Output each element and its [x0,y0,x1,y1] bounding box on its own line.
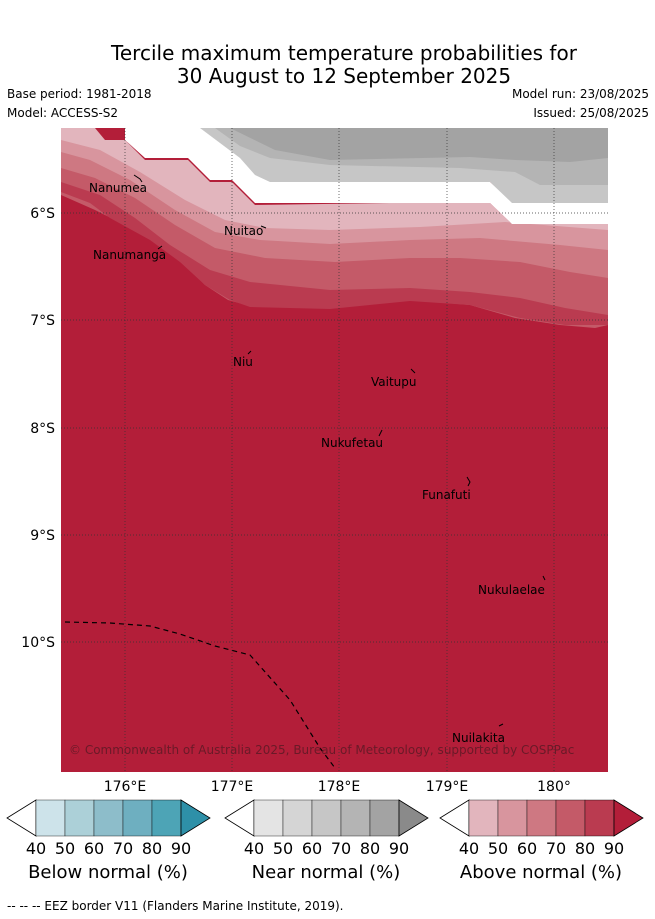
lon-label-180: 180° [537,779,571,795]
colorbar-near-tick: 70 [331,839,351,858]
colorbar-near-segment [282,799,313,837]
colorbar-above-segment [555,799,586,837]
place-nanumanga: Nanumanga [93,248,166,262]
lon-label-177: 177°E [211,779,254,795]
lat-label-7s: 7°S [30,313,55,329]
issued-label: Issued: 25/08/2025 [533,106,649,120]
colorbar-title-below: Below normal (%) [28,862,188,883]
colorbar-near-segment [369,799,400,837]
colorbar-above-segment [497,799,528,837]
lon-label-178: 178°E [318,779,361,795]
place-vaitupu: Vaitupu [371,375,417,389]
colorbar-near-tick: 80 [360,839,380,858]
place-nuilakita: Nuilakita [452,731,505,745]
colorbar-near-normal: 40 50 60 70 80 90 [224,799,429,858]
colorbar-near-tick: 60 [302,839,322,858]
colorbar-title-above: Above normal (%) [459,862,623,883]
colorbar-near-high-extend [398,799,429,837]
lon-label-176: 176°E [104,779,147,795]
model-label: Model: ACCESS-S2 [7,106,119,120]
probability-field [61,128,608,772]
lon-label-179: 179°E [426,779,469,795]
colorbar-above-tick: 40 [459,839,479,858]
colorbar-above-high-extend [613,799,644,837]
colorbar-below-tick: 80 [142,839,162,858]
map-title-line2: 30 August to 12 September 2025 [176,64,512,88]
colorbar-above-segment [526,799,557,837]
colorbar-above-tick: 70 [546,839,566,858]
colorbar-below-segment [122,799,153,837]
place-funafuti: Funafuti [422,488,471,502]
field-near-80 [230,128,608,162]
map-title-line1: Tercile maximum temperature probabilitie… [111,41,577,65]
model-run-label: Model run: 23/08/2025 [511,87,649,101]
colorbar-below-normal: 40 50 60 70 80 90 [6,799,211,858]
colorbar-above-tick: 50 [488,839,508,858]
colorbar-near-segment [311,799,342,837]
place-nukufetau: Nukufetau [321,436,383,450]
copyright-notice: © Commonwealth of Australia 2025, Bureau… [69,743,574,757]
lat-label-6s: 6°S [30,206,55,222]
colorbar-above-low-extend [439,799,470,837]
colorbar-above-normal: 40 50 60 70 80 90 [439,799,644,858]
colorbar-above-tick: 60 [517,839,537,858]
colorbar-near-low-extend [224,799,255,837]
colorbar-below-segment [35,799,66,837]
field-above-80 [61,182,608,325]
colorbar-near-tick: 40 [244,839,264,858]
graticule [61,128,608,772]
field-near-40 [125,128,608,224]
colorbar-below-segment [151,799,182,837]
lat-label-9s: 9°S [30,528,55,544]
place-nanumea: Nanumea [89,181,147,195]
field-above-70 [61,168,608,328]
lat-label-10s: 10°S [21,635,55,651]
colorbar-below-high-extend [180,799,211,837]
colorbar-near-segment [340,799,371,837]
field-above-60 [61,152,608,290]
eez-footnote: -- -- -- EEZ border V11 (Flanders Marine… [7,899,344,913]
colorbar-above-segment [468,799,499,837]
colorbar-near-segment [253,799,284,837]
colorbar-title-near: Near normal (%) [251,862,401,883]
colorbar-below-low-extend [6,799,37,837]
island-marks [133,174,546,727]
field-above-50 [61,140,608,258]
colorbar-below-segment [64,799,95,837]
colorbar-below-tick: 90 [171,839,191,858]
base-period-label: Base period: 1981-2018 [7,87,152,101]
place-nuitao: Nuitao [224,224,263,238]
lat-label-8s: 8°S [30,421,55,437]
place-niu: Niu [233,355,253,369]
colorbar-below-tick: 50 [55,839,75,858]
colorbar-below-segment [93,799,124,837]
colorbar-above-tick: 90 [604,839,624,858]
colorbar-below-tick: 70 [113,839,133,858]
colorbar-above-tick: 80 [575,839,595,858]
colorbar-near-tick: 90 [389,839,409,858]
eez-border [64,621,336,769]
colorbar-below-tick: 60 [84,839,104,858]
place-nukulaelae: Nukulaelae [478,583,545,597]
colorbar-below-tick: 40 [26,839,46,858]
colorbar-near-tick: 50 [273,839,293,858]
colorbar-above-segment [584,799,615,837]
